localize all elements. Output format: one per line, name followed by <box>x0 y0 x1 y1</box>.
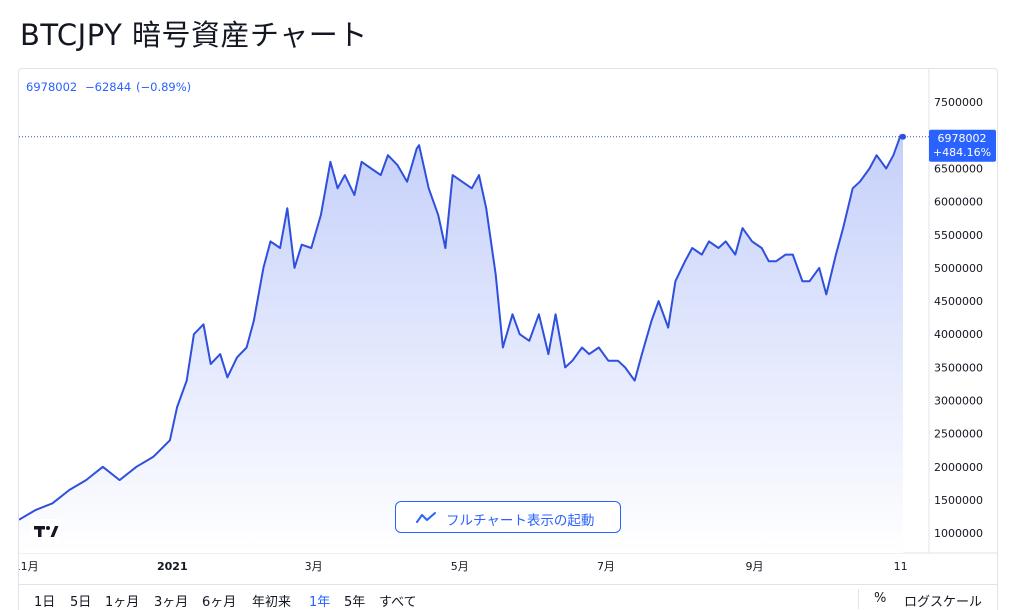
chart-line-icon <box>416 512 436 523</box>
last-price-value: 6978002 <box>938 132 987 145</box>
log-scale-button[interactable]: ログスケール <box>904 595 983 610</box>
y-tick-label: 6500000 <box>934 162 983 175</box>
range-1d-button[interactable]: 1日 <box>34 595 56 610</box>
x-tick-label: 9月 <box>745 560 763 573</box>
y-tick-label: 4500000 <box>934 295 983 308</box>
x-tick-label: 11月 <box>19 560 39 573</box>
y-tick-label: 1500000 <box>934 494 983 507</box>
y-tick-label: 3000000 <box>934 395 983 408</box>
range-ytd-button[interactable]: 年初来 <box>252 595 292 610</box>
tradingview-logo-icon[interactable] <box>31 519 61 543</box>
price-area-fill <box>19 135 903 554</box>
range-5y-button[interactable]: 5年 <box>344 595 366 610</box>
range-all-button[interactable]: すべて <box>379 595 417 610</box>
range-5d-button[interactable]: 5日 <box>70 595 92 610</box>
range-1m-button[interactable]: 1ヶ月 <box>105 595 140 610</box>
last-price-change: +484.16% <box>933 146 991 159</box>
legend-change: −62844 <box>85 80 131 94</box>
last-price-dot <box>900 133 906 140</box>
y-tick-label: 1000000 <box>934 527 983 540</box>
x-tick-label: 7月 <box>597 560 615 573</box>
toolbar-divider <box>858 589 859 609</box>
time-axis: 11月 2021 3月 5月 7月 9月 11 <box>19 560 908 573</box>
last-price-tag: 6978002 +484.16% <box>929 129 996 162</box>
y-tick-label: 4000000 <box>934 328 983 341</box>
x-tick-label: 5月 <box>451 560 469 573</box>
x-tick-label: 2021 <box>157 560 188 573</box>
price-line <box>19 134 904 521</box>
y-tick-label: 6000000 <box>934 196 983 209</box>
fullchart-button-label: フルチャート表示の起動 <box>446 513 595 529</box>
range-6m-button[interactable]: 6ヶ月 <box>202 595 237 610</box>
y-tick-label: 2500000 <box>934 428 983 441</box>
price-axis: 1000000 1500000 2000000 2500000 3000000 35000… <box>934 96 983 540</box>
legend-change-pct: (−0.89%) <box>136 80 191 94</box>
y-tick-label: 5500000 <box>934 229 983 242</box>
page-title: BTCJPY 暗号資産チャート <box>20 18 368 52</box>
y-tick-label: 2000000 <box>934 461 983 474</box>
legend-price: 6978002 <box>26 80 77 94</box>
price-chart[interactable]: 1000000 1500000 2000000 2500000 3000000 35000… <box>19 69 997 585</box>
range-1y-button[interactable]: 1年 <box>309 595 331 610</box>
fullchart-button[interactable]: フルチャート表示の起動 <box>395 501 621 533</box>
chart-widget[interactable]: 1000000 1500000 2000000 2500000 3000000 35000… <box>18 68 998 610</box>
range-toolbar: 1日 5日 1ヶ月 3ヶ月 6ヶ月 年初来 1年 5年 すべて % ログスケール <box>18 584 998 610</box>
y-tick-label: 5000000 <box>934 262 983 275</box>
x-tick-label: 3月 <box>305 560 323 573</box>
range-3m-button[interactable]: 3ヶ月 <box>154 595 189 610</box>
y-tick-label: 3500000 <box>934 361 983 374</box>
y-tick-label: 7500000 <box>934 96 983 109</box>
percent-scale-button[interactable]: % <box>874 591 887 606</box>
x-tick-label: 11 <box>894 560 908 573</box>
